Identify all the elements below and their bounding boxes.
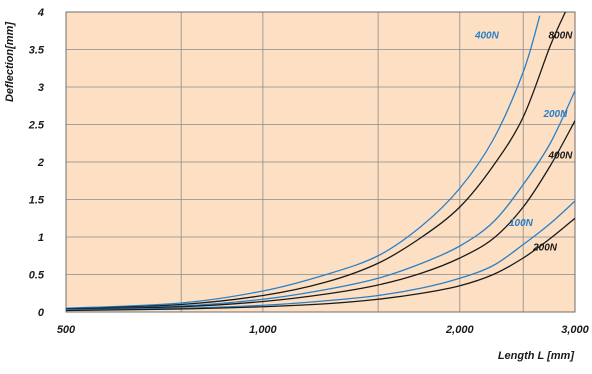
series-line-2 (66, 90, 575, 310)
y-tick-label-5: 2.5 (28, 120, 45, 132)
series-label-0: 400N (474, 30, 500, 41)
y-tick-label-3: 1.5 (29, 195, 45, 207)
x-tick-label-1: 1,000 (249, 324, 277, 336)
series-label-4: 100N (509, 218, 534, 229)
x-tick-label-2: 2,000 (445, 324, 474, 336)
y-tick-label-1: 0.5 (29, 270, 45, 282)
y-tick-label-0: 0 (38, 307, 45, 319)
y-tick-label-2: 1 (38, 232, 44, 244)
series-line-0 (66, 15, 541, 309)
y-tick-label-7: 3.5 (29, 45, 45, 57)
x-tick-labels: 500 1,000 2,000 3,000 (57, 324, 590, 336)
x-tick-label-0: 500 (57, 324, 76, 336)
y-tick-label-4: 2 (37, 157, 44, 169)
series-label-2: 200N (542, 109, 568, 120)
grid-lines (65, 11, 576, 313)
series-line-1 (66, 12, 566, 310)
y-tick-labels: 0 0.5 1 1.5 2 2.5 3 3.5 4 (28, 7, 45, 319)
y-tick-label-8: 4 (37, 7, 44, 19)
y-tick-label-6: 3 (38, 82, 44, 94)
plot-border (65, 11, 576, 313)
series-line-4 (66, 200, 575, 311)
series-lines (66, 12, 575, 312)
series-label-1: 800N (548, 30, 573, 41)
series-line-3 (66, 120, 575, 310)
series-line-5 (66, 217, 575, 312)
series-label-3: 400N (547, 150, 573, 161)
y-axis-title: Deflection[mm] (4, 22, 16, 102)
x-tick-label-3: 3,000 (561, 324, 589, 336)
x-axis-title: Length L [mm] (498, 350, 575, 362)
series-label-5: 200N (532, 243, 558, 254)
series-labels: 400N 800N 200N 400N 100N 200N (474, 30, 573, 253)
